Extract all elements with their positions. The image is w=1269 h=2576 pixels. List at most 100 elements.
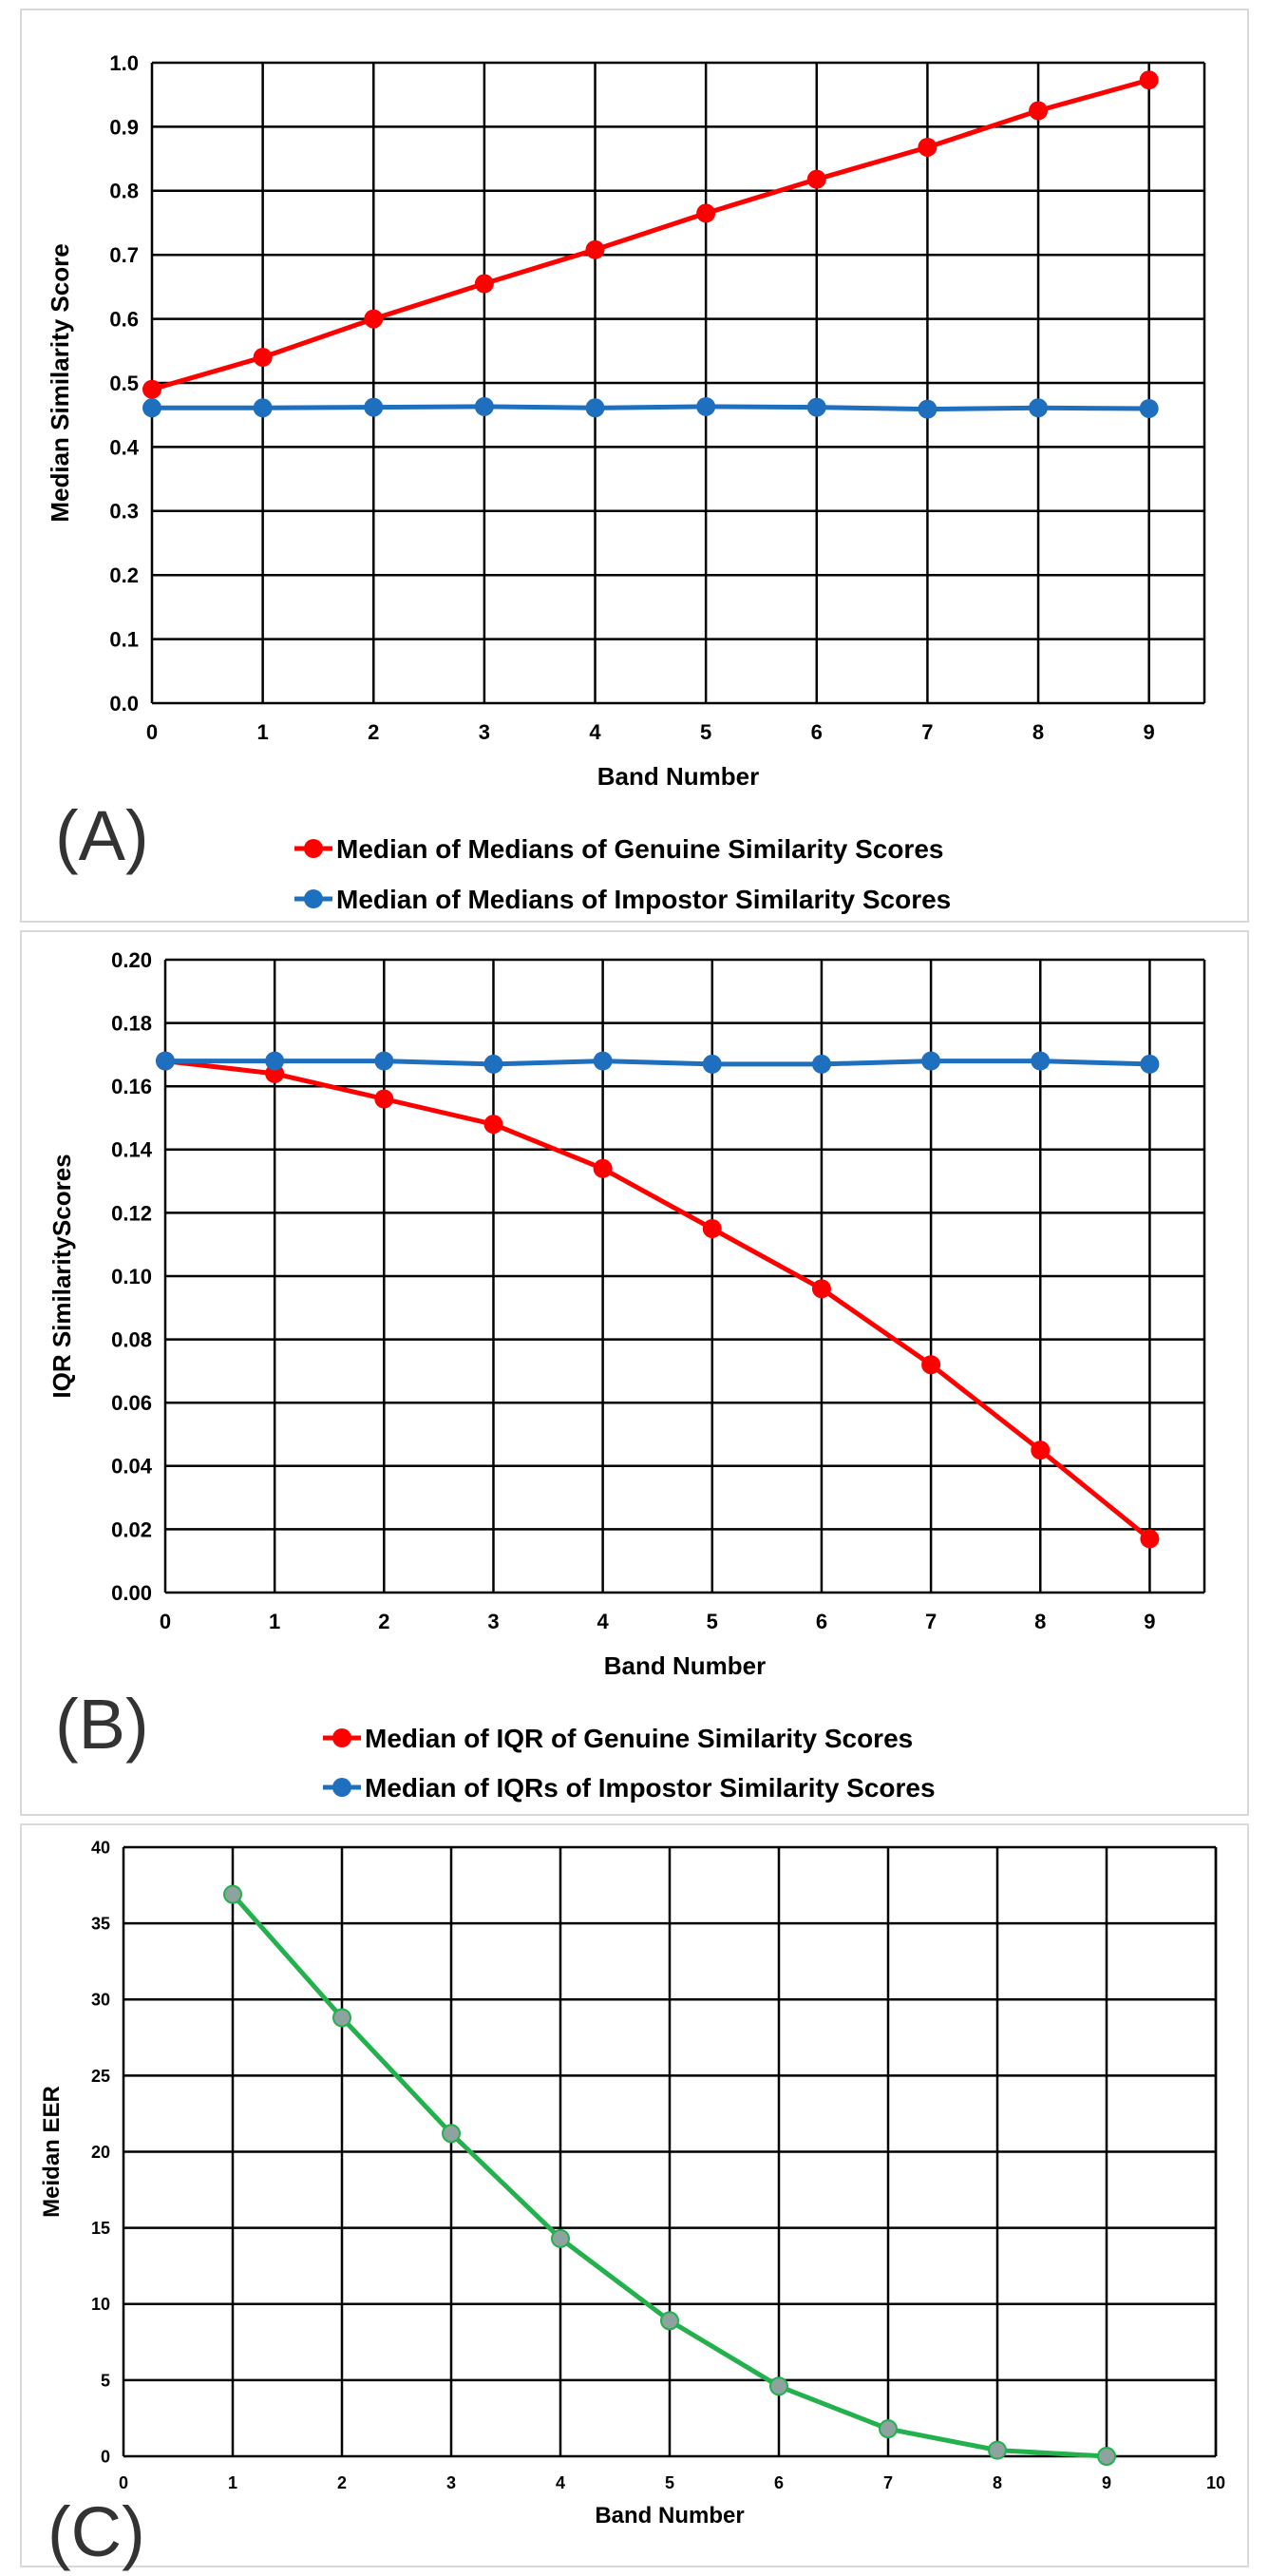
data-point (921, 1051, 941, 1071)
chart-a: 0.0 0.1 0.2 0.3 0.4 0.5 0.6 0.7 0.8 0.9 1.0 0 1 2 3 4 5 6… (46, 51, 1206, 914)
y-tick-label: 0.20 (111, 948, 152, 972)
y-tick-label: 30 (91, 1991, 110, 2010)
x-tick-label: 2 (337, 2473, 347, 2492)
x-tick-label: 4 (556, 2473, 565, 2492)
x-tick-label: 9 (1144, 720, 1155, 744)
x-tick-label: 9 (1144, 1610, 1155, 1633)
data-point (918, 137, 938, 157)
data-point (921, 1355, 941, 1375)
data-point (806, 169, 826, 189)
data-point (156, 1051, 175, 1071)
data-point (1029, 101, 1049, 121)
x-tick-label: 7 (925, 1610, 937, 1633)
data-point (593, 1158, 613, 1178)
legend-label: Median of IQRs of Impostor Similarity Sc… (365, 1773, 936, 1803)
data-point (1031, 1051, 1051, 1071)
data-point (811, 1054, 831, 1074)
x-tick-label: 7 (883, 2473, 893, 2492)
x-tick-label: 3 (479, 720, 490, 744)
legend-marker (332, 1728, 351, 1747)
x-axis-label: Band Number (597, 762, 759, 791)
data-point (483, 1115, 503, 1135)
x-tick-label: 0 (160, 1610, 171, 1633)
data-point (1140, 1054, 1160, 1074)
x-tick-label: 3 (446, 2473, 456, 2492)
data-point (142, 379, 161, 399)
chart-b: 0.00 0.02 0.04 0.06 0.08 0.10 0.12 0.14 0.16 0.18… (47, 948, 1206, 1803)
legend-marker (332, 1778, 351, 1797)
data-point (1139, 398, 1159, 418)
data-point (223, 1884, 242, 1904)
data-point (364, 309, 384, 329)
series-line-1 (152, 404, 1149, 412)
x-tick-label: 5 (665, 2473, 674, 2492)
x-tick-label: 9 (1102, 2473, 1111, 2492)
panel-a-frame (20, 9, 1249, 923)
data-point (1097, 2447, 1116, 2466)
data-point (1140, 1529, 1160, 1549)
y-tick-label: 0.08 (111, 1328, 152, 1352)
data-point (879, 2419, 898, 2439)
x-tick-label: 1 (257, 720, 269, 744)
y-tick-label: 0.16 (111, 1075, 152, 1098)
y-axis-label: Median Similarity Score (46, 243, 74, 522)
y-tick-label: 0.14 (111, 1138, 153, 1162)
x-tick-label: 6 (811, 720, 823, 744)
y-tick-label: 0.02 (111, 1517, 152, 1541)
x-tick-label: 5 (707, 1610, 718, 1633)
data-point (769, 2376, 788, 2396)
y-axis-label: IQR SimilarityScores (47, 1154, 76, 1398)
x-axis-label: Band Number (604, 1651, 766, 1680)
x-tick-label: 3 (487, 1610, 499, 1633)
y-tick-label: 35 (91, 1915, 110, 1934)
x-axis-label: Band Number (595, 2503, 744, 2528)
y-tick-label: 0 (101, 2447, 110, 2466)
data-point (1029, 398, 1049, 418)
y-tick-label: 0.3 (109, 500, 139, 524)
panel-label: (A) (55, 796, 149, 875)
x-tick-label: 6 (816, 1610, 827, 1633)
panel-b-frame (20, 930, 1249, 1816)
legend-label: Median of Medians of Genuine Similarity … (336, 834, 943, 864)
x-tick-label: 0 (146, 720, 158, 744)
y-tick-label: 20 (91, 2143, 110, 2162)
data-point (585, 398, 605, 418)
chart-c: 0 5 10 15 20 25 30 35 40 0 1 2 3 4 5 6 7 8 9 10 Band Number M… (39, 1838, 1225, 2571)
y-axis-label: Meidan EER (39, 2086, 65, 2218)
y-tick-label: 0.18 (111, 1012, 152, 1036)
x-tick-label: 1 (228, 2473, 237, 2492)
series-line-0 (164, 1059, 1151, 1541)
data-point (702, 1219, 722, 1239)
y-tick-label: 0.1 (109, 628, 139, 652)
y-tick-label: 0.04 (111, 1455, 153, 1479)
y-tick-label: 0.10 (111, 1265, 152, 1288)
x-tick-label: 4 (597, 1610, 610, 1633)
panel-c-frame (20, 1823, 1249, 2567)
data-point (1031, 1441, 1051, 1460)
y-tick-label: 15 (91, 2219, 110, 2238)
data-point (551, 2228, 570, 2248)
y-tick-label: 5 (101, 2371, 110, 2390)
y-tick-label: 0.7 (109, 243, 139, 267)
data-point (332, 2008, 351, 2028)
data-point (253, 348, 273, 368)
data-point (142, 398, 161, 418)
y-tick-label: 0.8 (109, 180, 139, 203)
legend-label: Median of Medians of Impostor Similarity… (336, 885, 951, 914)
y-tick-label: 0.2 (109, 563, 139, 587)
y-tick-label: 0.12 (111, 1201, 152, 1225)
data-point (918, 399, 938, 419)
legend-label: Median of IQR of Genuine Similarity Scor… (365, 1724, 913, 1753)
data-point (265, 1051, 285, 1071)
data-point (593, 1051, 613, 1071)
data-point (660, 2311, 679, 2331)
data-point (806, 397, 826, 417)
legend-marker (304, 839, 323, 858)
data-point (696, 396, 716, 416)
x-tick-label: 10 (1206, 2473, 1225, 2492)
data-point (374, 1089, 394, 1109)
x-tick-label: 2 (368, 720, 379, 744)
y-tick-label: 40 (91, 1838, 110, 1857)
panel-label: (B) (55, 1685, 149, 1764)
